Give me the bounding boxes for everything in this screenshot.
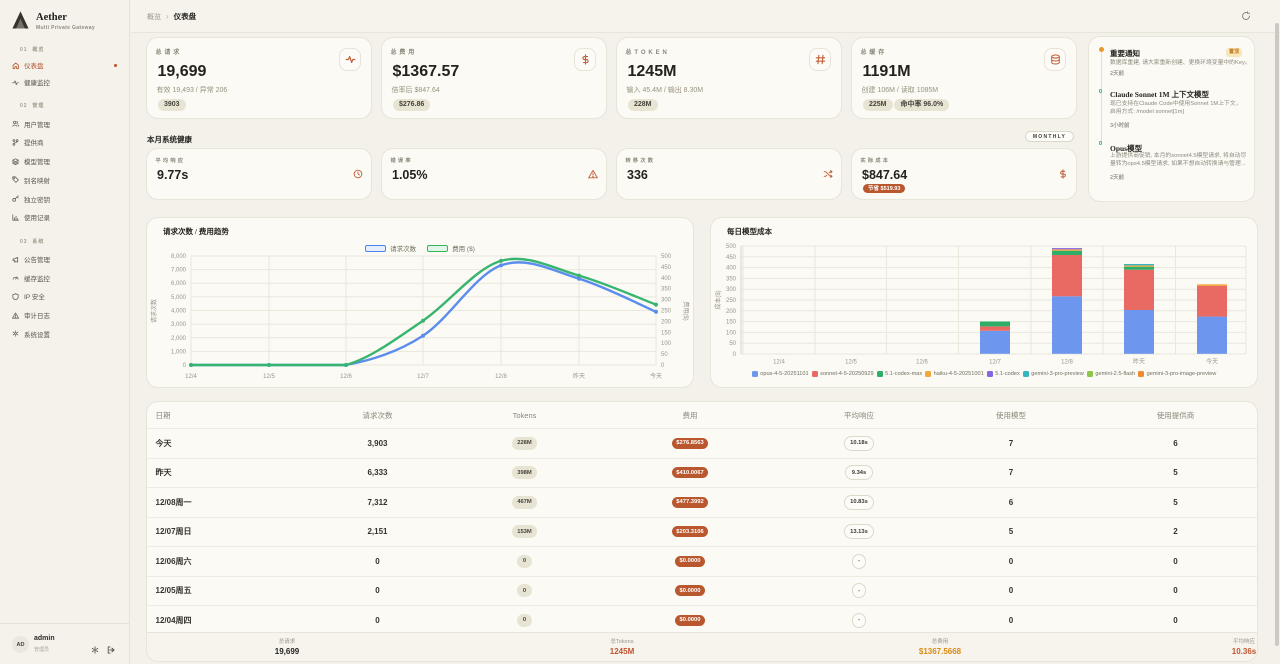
svg-text:0: 0	[661, 363, 665, 369]
svg-text:昨天: 昨天	[573, 372, 585, 380]
svg-text:300: 300	[661, 298, 672, 304]
svg-text:8,000: 8,000	[171, 254, 187, 260]
svg-text:今天: 今天	[650, 372, 662, 380]
svg-text:12/6: 12/6	[916, 360, 928, 366]
svg-text:50: 50	[661, 352, 668, 358]
svg-text:0: 0	[733, 352, 737, 358]
svg-text:昨天: 昨天	[1133, 358, 1145, 366]
svg-text:12/7: 12/7	[417, 374, 429, 380]
svg-text:成本($): 成本($)	[714, 290, 722, 309]
svg-text:150: 150	[661, 330, 672, 336]
svg-text:50: 50	[729, 341, 736, 347]
svg-text:400: 400	[726, 266, 737, 272]
svg-text:200: 200	[661, 319, 672, 325]
svg-text:12/4: 12/4	[185, 374, 197, 380]
svg-text:费用($): 费用($)	[682, 301, 690, 320]
svg-text:250: 250	[726, 298, 737, 304]
svg-text:4,000: 4,000	[171, 309, 187, 315]
svg-text:400: 400	[661, 276, 672, 282]
svg-text:6,000: 6,000	[171, 281, 187, 287]
svg-text:7,000: 7,000	[171, 268, 187, 274]
svg-text:500: 500	[661, 254, 672, 260]
svg-text:12/5: 12/5	[263, 374, 275, 380]
svg-text:12/7: 12/7	[989, 360, 1001, 366]
svg-text:450: 450	[661, 265, 672, 271]
svg-text:100: 100	[661, 341, 672, 347]
svg-text:12/8: 12/8	[495, 374, 507, 380]
svg-text:350: 350	[726, 276, 737, 282]
svg-text:300: 300	[726, 287, 737, 293]
svg-text:2,000: 2,000	[171, 336, 187, 342]
svg-text:100: 100	[726, 330, 737, 336]
svg-text:今天: 今天	[1206, 358, 1218, 366]
svg-text:请求次数: 请求次数	[150, 299, 158, 323]
svg-text:12/4: 12/4	[773, 360, 785, 366]
svg-text:450: 450	[726, 255, 737, 261]
svg-text:0: 0	[183, 363, 187, 369]
svg-text:12/6: 12/6	[340, 374, 352, 380]
svg-text:5,000: 5,000	[171, 295, 187, 301]
svg-text:12/5: 12/5	[845, 360, 857, 366]
svg-text:250: 250	[661, 309, 672, 315]
svg-text:3,000: 3,000	[171, 322, 187, 328]
svg-text:350: 350	[661, 287, 672, 293]
svg-text:500: 500	[726, 244, 737, 250]
svg-text:150: 150	[726, 320, 737, 326]
svg-text:12/8: 12/8	[1061, 360, 1073, 366]
svg-text:1,000: 1,000	[171, 349, 187, 355]
svg-text:200: 200	[726, 309, 737, 315]
